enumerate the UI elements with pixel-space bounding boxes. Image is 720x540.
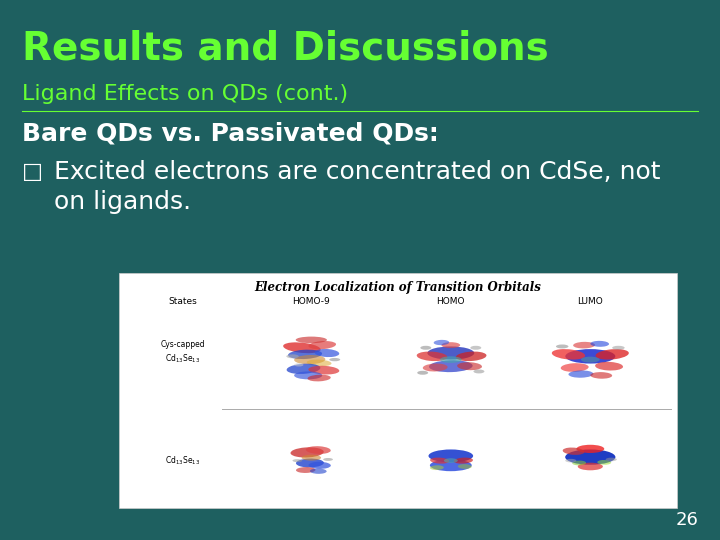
Ellipse shape bbox=[565, 349, 616, 363]
Ellipse shape bbox=[429, 360, 472, 372]
Ellipse shape bbox=[441, 342, 460, 348]
Ellipse shape bbox=[458, 464, 472, 469]
Ellipse shape bbox=[590, 341, 609, 347]
Text: States: States bbox=[168, 298, 197, 306]
Ellipse shape bbox=[417, 371, 428, 375]
Text: on ligands.: on ligands. bbox=[54, 190, 191, 214]
Ellipse shape bbox=[296, 467, 315, 473]
Ellipse shape bbox=[292, 459, 302, 462]
Ellipse shape bbox=[428, 347, 474, 360]
Ellipse shape bbox=[309, 462, 330, 469]
Text: 26: 26 bbox=[675, 511, 698, 529]
Ellipse shape bbox=[454, 457, 473, 464]
Ellipse shape bbox=[288, 349, 322, 359]
Text: □: □ bbox=[22, 162, 42, 182]
Text: Electron Localization of Transition Orbitals: Electron Localization of Transition Orbi… bbox=[254, 281, 541, 294]
Ellipse shape bbox=[307, 375, 330, 381]
Ellipse shape bbox=[307, 360, 331, 366]
Text: Cd$_{13}$Se$_{13}$: Cd$_{13}$Se$_{13}$ bbox=[166, 454, 201, 467]
FancyBboxPatch shape bbox=[119, 273, 677, 508]
Ellipse shape bbox=[572, 461, 586, 465]
Ellipse shape bbox=[315, 349, 339, 357]
Ellipse shape bbox=[565, 449, 616, 465]
Ellipse shape bbox=[598, 460, 611, 465]
Ellipse shape bbox=[563, 448, 585, 455]
Ellipse shape bbox=[423, 363, 448, 372]
Ellipse shape bbox=[552, 349, 585, 360]
Ellipse shape bbox=[294, 363, 304, 367]
Ellipse shape bbox=[296, 458, 324, 468]
Ellipse shape bbox=[590, 372, 612, 379]
Ellipse shape bbox=[430, 460, 472, 471]
Ellipse shape bbox=[287, 354, 299, 359]
Ellipse shape bbox=[428, 449, 473, 462]
Ellipse shape bbox=[457, 362, 482, 370]
Text: Bare QDs vs. Passivated QDs:: Bare QDs vs. Passivated QDs: bbox=[22, 122, 438, 145]
Text: HOMO-9: HOMO-9 bbox=[292, 298, 330, 306]
Ellipse shape bbox=[329, 358, 341, 361]
Ellipse shape bbox=[302, 455, 321, 461]
Text: Results and Discussions: Results and Discussions bbox=[22, 30, 549, 68]
Ellipse shape bbox=[433, 340, 449, 345]
Ellipse shape bbox=[294, 355, 325, 365]
Ellipse shape bbox=[440, 356, 462, 363]
Ellipse shape bbox=[308, 366, 339, 375]
Ellipse shape bbox=[556, 345, 568, 348]
Text: Excited electrons are concentrated on CdSe, not: Excited electrons are concentrated on Cd… bbox=[54, 160, 660, 184]
Ellipse shape bbox=[290, 447, 324, 457]
Ellipse shape bbox=[595, 362, 623, 370]
Ellipse shape bbox=[581, 356, 600, 362]
Ellipse shape bbox=[606, 458, 617, 461]
Ellipse shape bbox=[294, 372, 323, 379]
Ellipse shape bbox=[296, 336, 327, 343]
Ellipse shape bbox=[577, 463, 603, 470]
Ellipse shape bbox=[573, 342, 595, 348]
Text: LUMO: LUMO bbox=[577, 298, 603, 306]
Ellipse shape bbox=[576, 445, 604, 453]
Ellipse shape bbox=[420, 346, 431, 350]
Text: Cys-capped
Cd$_{13}$Se$_{13}$: Cys-capped Cd$_{13}$Se$_{13}$ bbox=[161, 340, 205, 364]
Ellipse shape bbox=[430, 457, 449, 464]
Ellipse shape bbox=[569, 370, 593, 377]
Text: HOMO: HOMO bbox=[436, 298, 465, 306]
Ellipse shape bbox=[306, 446, 330, 454]
Ellipse shape bbox=[595, 349, 629, 360]
Ellipse shape bbox=[417, 352, 447, 361]
Text: Ligand Effects on QDs (cont.): Ligand Effects on QDs (cont.) bbox=[22, 84, 348, 104]
Ellipse shape bbox=[470, 346, 481, 350]
Ellipse shape bbox=[612, 346, 625, 350]
Ellipse shape bbox=[287, 364, 320, 374]
Ellipse shape bbox=[310, 469, 327, 474]
Ellipse shape bbox=[456, 352, 487, 361]
Ellipse shape bbox=[308, 341, 336, 349]
Ellipse shape bbox=[565, 459, 577, 462]
Ellipse shape bbox=[561, 363, 589, 372]
Ellipse shape bbox=[430, 465, 444, 470]
Ellipse shape bbox=[444, 458, 458, 463]
Ellipse shape bbox=[474, 369, 485, 374]
Ellipse shape bbox=[283, 342, 320, 353]
Ellipse shape bbox=[323, 458, 333, 461]
